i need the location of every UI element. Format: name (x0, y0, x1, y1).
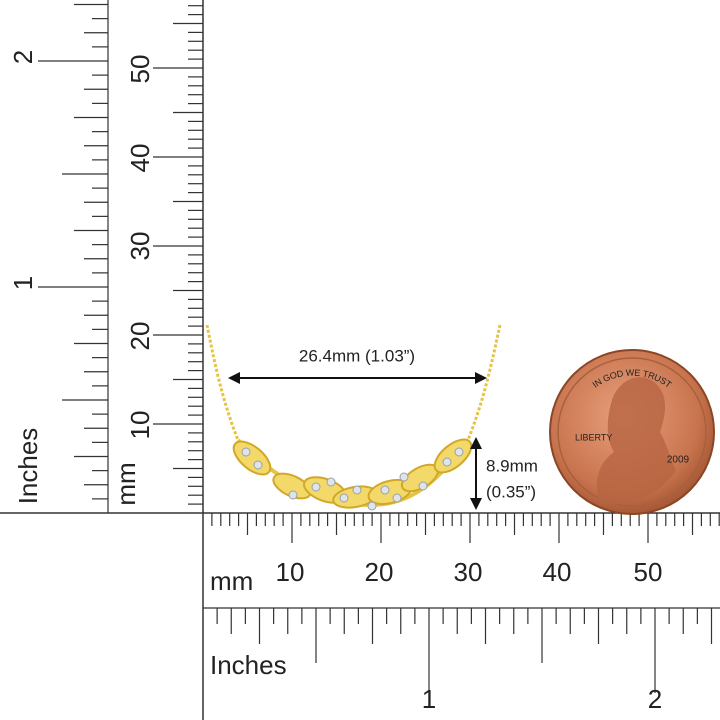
penny-liberty: LIBERTY (575, 432, 612, 442)
mm-label: 20 (365, 557, 394, 587)
height-label: (0.35”) (486, 482, 536, 501)
mm-title: mm (111, 462, 141, 505)
inch-label: 2 (648, 684, 662, 714)
penny: IN GOD WE TRUST LIBERTY 2009 (549, 349, 715, 515)
mm-label: 50 (634, 557, 663, 587)
mm-label: 10 (125, 411, 155, 440)
inch-title: Inches (210, 650, 287, 680)
inch-label: 2 (8, 50, 38, 64)
inch-title: Inches (13, 428, 43, 505)
ruler-ticks (38, 3, 720, 693)
width-label: 26.4mm (1.03”) (299, 346, 415, 365)
mm-title: mm (210, 566, 253, 596)
necklace (205, 324, 502, 511)
mm-label: 50 (125, 55, 155, 84)
inch-label: 1 (8, 276, 38, 290)
height-label: 8.9mm (486, 456, 538, 475)
inch-label: 1 (422, 684, 436, 714)
dimension-arrows (228, 372, 487, 510)
mm-label: 30 (125, 232, 155, 261)
mm-label: 40 (543, 557, 572, 587)
mm-label: 20 (125, 322, 155, 351)
mm-label: 30 (454, 557, 483, 587)
penny-year: 2009 (667, 455, 690, 466)
mm-label: 40 (125, 144, 155, 173)
mm-label: 10 (276, 557, 305, 587)
